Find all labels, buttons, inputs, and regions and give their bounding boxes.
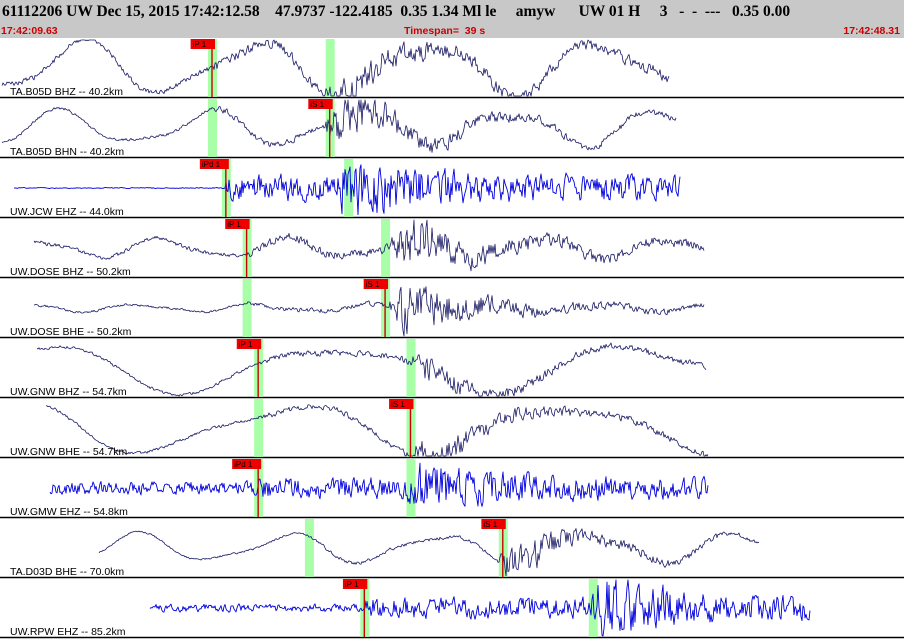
trace-row[interactable]: iS 1 UW.GNW BHE -- 54.7km bbox=[10, 399, 709, 458]
pick-marker[interactable] bbox=[236, 339, 262, 349]
station-label: UW.DOSE BHE -- 50.2km bbox=[10, 326, 132, 338]
station-label: UW.RPW EHZ -- 85.2km bbox=[10, 626, 126, 638]
pick-marker[interactable] bbox=[389, 399, 414, 409]
seismogram-panel[interactable]: iP 1 TA.B05D BHZ -- 40.2km iS 1 TA.B05D BHN… bbox=[0, 38, 904, 640]
station-label: TA.D03D BHE -- 70.0km bbox=[10, 566, 124, 578]
waveform bbox=[149, 579, 811, 637]
end-time: 17:42:48.31 bbox=[843, 25, 900, 37]
timespan-label: Timespan= 39 s bbox=[404, 25, 486, 37]
station-label: UW.GNW BHE -- 54.7km bbox=[10, 446, 128, 458]
trace-row[interactable]: iS 1 TA.D03D BHE -- 70.0km bbox=[10, 519, 760, 578]
waveform bbox=[49, 462, 709, 507]
pick-label: iP 1 bbox=[345, 580, 359, 589]
trace-row[interactable]: iP 1 UW.RPW EHZ -- 85.2km bbox=[10, 579, 811, 638]
waveform bbox=[33, 286, 705, 337]
station-label: UW.GMW EHZ -- 54.8km bbox=[10, 506, 128, 518]
header-bar: 61112206 UW Dec 15, 2015 17:42:12.58 47.… bbox=[0, 0, 904, 38]
pick-marker[interactable] bbox=[190, 39, 215, 49]
pick-marker[interactable] bbox=[363, 279, 389, 289]
phase-window bbox=[325, 39, 335, 97]
pick-label: iS 1 bbox=[366, 280, 380, 289]
waveform bbox=[36, 342, 707, 397]
pick-label: iP 1 bbox=[239, 340, 253, 349]
pick-marker[interactable] bbox=[232, 459, 262, 469]
waveform bbox=[45, 404, 709, 457]
trace-row[interactable]: iPd 1 UW.JCW EHZ -- 44.0km bbox=[10, 159, 681, 218]
trace-row[interactable]: iP 1 UW.DOSE BHZ -- 50.2km bbox=[10, 219, 705, 278]
pick-marker[interactable] bbox=[308, 99, 333, 109]
trace-row[interactable]: iP 1 TA.B05D BHZ -- 40.2km bbox=[1, 39, 670, 98]
pick-label: iS 1 bbox=[391, 400, 405, 409]
event-title: 61112206 UW Dec 15, 2015 17:42:12.58 47.… bbox=[2, 3, 791, 20]
pick-label: iS 1 bbox=[483, 520, 497, 529]
waveform bbox=[1, 99, 677, 153]
station-label: UW.DOSE BHZ -- 50.2km bbox=[10, 266, 131, 278]
waveform bbox=[13, 164, 681, 216]
trace-row[interactable]: iS 1 TA.B05D BHN -- 40.2km bbox=[1, 99, 677, 158]
trace-row[interactable]: iPd 1 UW.GMW EHZ -- 54.8km bbox=[10, 459, 709, 518]
waveform bbox=[98, 528, 760, 577]
pick-marker[interactable] bbox=[481, 519, 506, 529]
phase-window bbox=[208, 99, 217, 157]
phase-window bbox=[381, 219, 391, 277]
phase-window bbox=[254, 399, 264, 457]
station-label: TA.B05D BHN -- 40.2km bbox=[10, 146, 124, 158]
trace-row[interactable]: iP 1 UW.GNW BHZ -- 54.7km bbox=[10, 339, 707, 398]
station-label: UW.JCW EHZ -- 44.0km bbox=[10, 206, 124, 218]
station-label: TA.B05D BHZ -- 40.2km bbox=[10, 86, 123, 98]
trace-row[interactable]: iS 1 UW.DOSE BHE -- 50.2km bbox=[10, 279, 705, 338]
phase-window bbox=[304, 519, 314, 577]
start-time: 17:42:09.63 bbox=[1, 25, 58, 37]
pick-marker[interactable] bbox=[225, 219, 250, 229]
waveform bbox=[1, 39, 670, 97]
pick-marker[interactable] bbox=[199, 159, 229, 169]
pick-label: iPd 1 bbox=[202, 160, 221, 169]
phase-window bbox=[242, 279, 252, 337]
station-label: UW.GNW BHZ -- 54.7km bbox=[10, 386, 127, 398]
waveform bbox=[33, 219, 705, 272]
pick-label: iP 1 bbox=[227, 220, 241, 229]
pick-marker[interactable] bbox=[342, 579, 368, 589]
pick-label: iS 1 bbox=[310, 100, 324, 109]
phase-window bbox=[344, 159, 354, 217]
pick-label: iPd 1 bbox=[234, 460, 253, 469]
pick-label: iP 1 bbox=[193, 40, 207, 49]
phase-window bbox=[406, 339, 416, 397]
